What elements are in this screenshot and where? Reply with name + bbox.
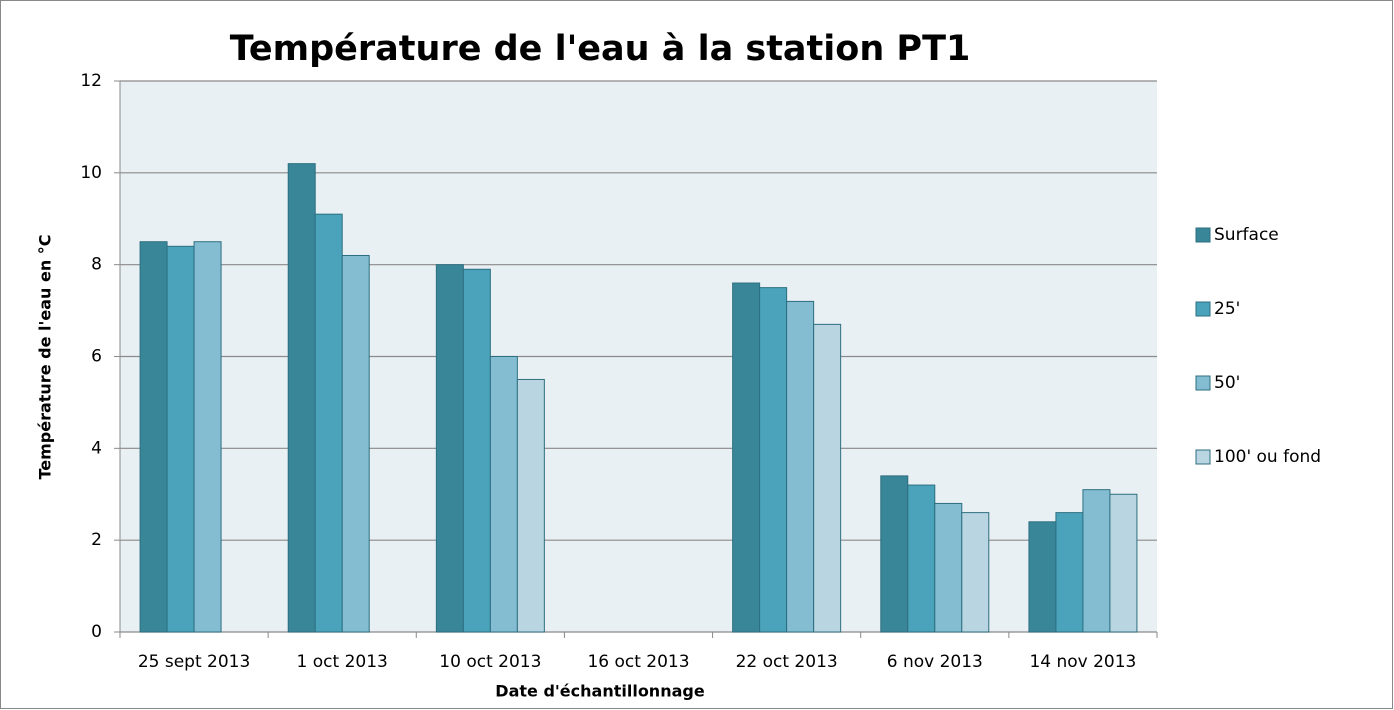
bar [314, 213, 343, 633]
legend-label: 25' [1214, 299, 1240, 319]
legend-swatch [1195, 227, 1211, 243]
bar [907, 484, 936, 633]
bar [1055, 512, 1084, 633]
bar [1082, 489, 1111, 633]
bar [1028, 521, 1057, 633]
x-tick-label: 14 nov 2013 [1029, 652, 1136, 672]
legend-swatch [1195, 449, 1211, 465]
bar [880, 475, 909, 633]
bar [287, 163, 316, 633]
legend-swatch [1195, 375, 1211, 391]
x-tick-label: 1 oct 2013 [297, 652, 388, 672]
x-tick-label: 22 oct 2013 [736, 652, 838, 672]
x-tick-label: 25 sept 2013 [138, 652, 250, 672]
bar [341, 254, 370, 633]
bar [435, 264, 464, 633]
y-axis-label: Température de l'eau en °C [36, 234, 55, 479]
legend-label: Surface [1214, 225, 1279, 245]
x-tick-label: 10 oct 2013 [439, 652, 541, 672]
x-tick-label: 16 oct 2013 [587, 652, 689, 672]
bar [516, 378, 545, 633]
y-tick-label: 10 [80, 163, 102, 183]
bar [786, 300, 815, 633]
y-tick-label: 2 [91, 530, 102, 550]
y-tick-label: 6 [91, 347, 102, 367]
legend-label: 50' [1214, 373, 1240, 393]
bar [462, 268, 491, 633]
x-tick-label: 6 nov 2013 [887, 652, 983, 672]
y-tick-label: 8 [91, 255, 102, 275]
bar [961, 512, 990, 633]
legend-swatch [1195, 301, 1211, 317]
bar [166, 245, 195, 633]
bar [759, 287, 788, 633]
y-tick-label: 4 [91, 438, 102, 458]
bar [813, 323, 842, 633]
x-axis-label: Date d'échantillonnage [495, 682, 705, 701]
bar [193, 241, 222, 633]
bar [489, 356, 518, 633]
bar [934, 502, 963, 633]
y-tick-label: 0 [91, 622, 102, 642]
bar [732, 282, 761, 633]
legend-label: 100' ou fond [1214, 447, 1321, 467]
bar [1109, 493, 1138, 633]
y-tick-label: 12 [80, 71, 102, 91]
chart-title: Température de l'eau à la station PT1 [230, 29, 971, 69]
bar [139, 241, 168, 633]
